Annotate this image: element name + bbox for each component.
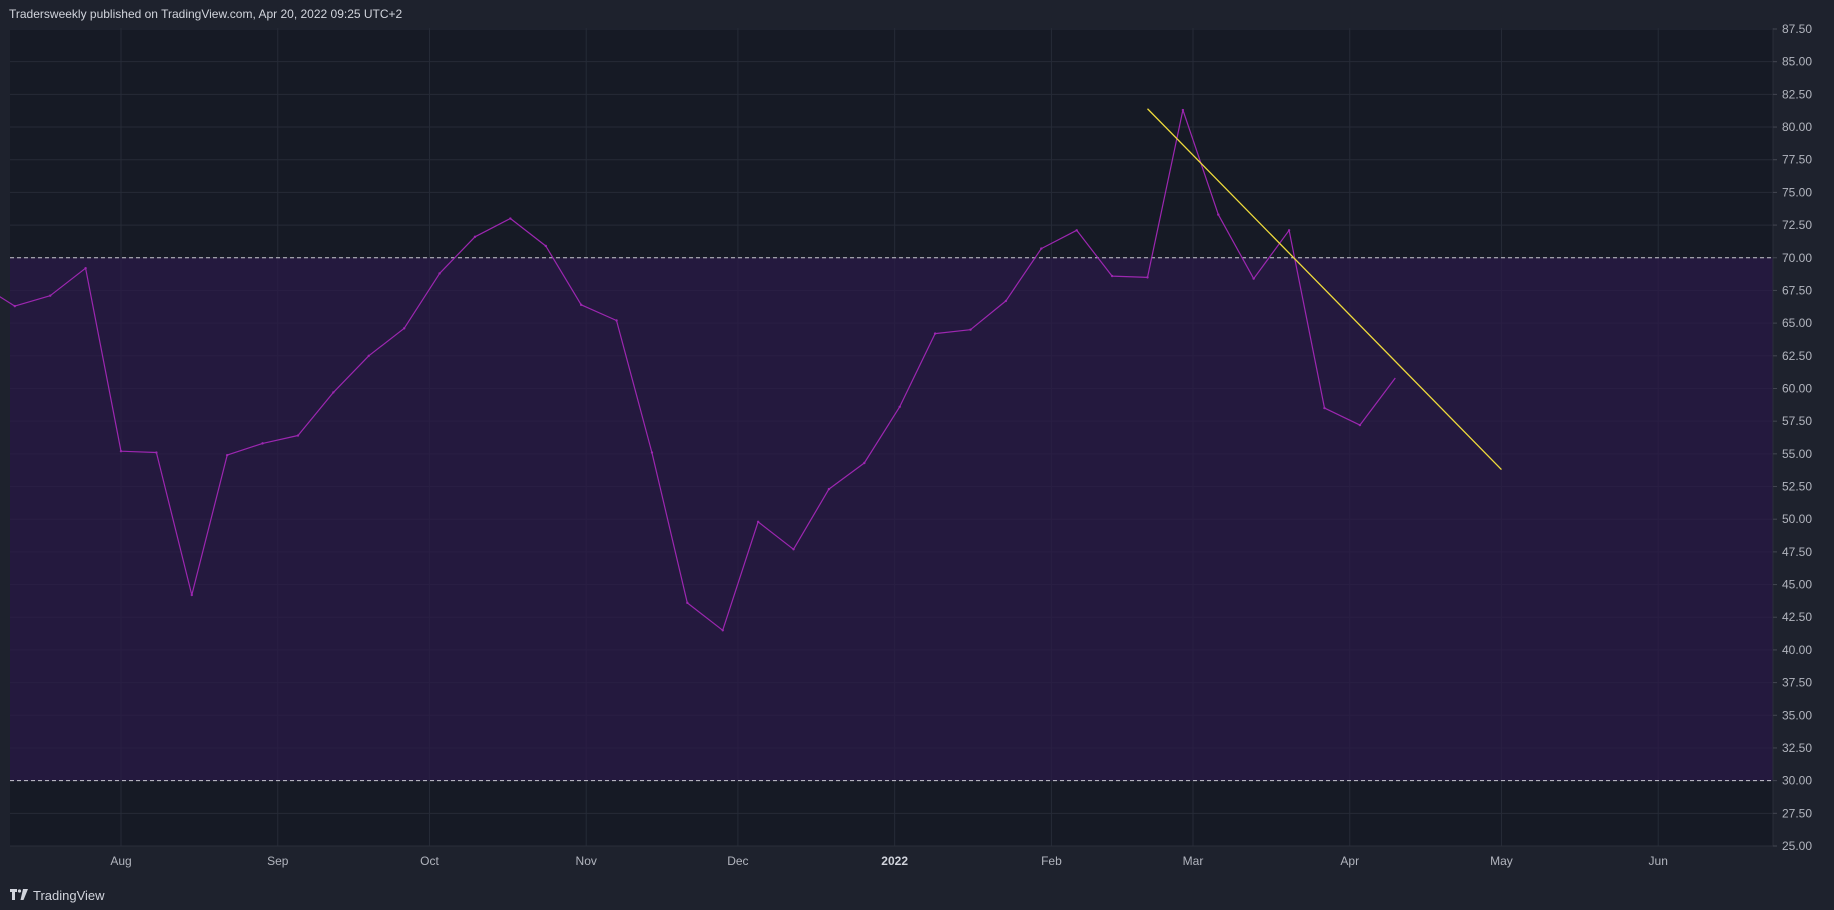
rsi-series xyxy=(0,108,1396,632)
trendline[interactable] xyxy=(1147,108,1502,470)
rsi-point xyxy=(438,272,441,275)
time-tick-label: Apr xyxy=(1340,854,1359,868)
price-tick-label: 85.00 xyxy=(1782,55,1812,69)
rsi-point xyxy=(898,405,901,408)
rsi-point xyxy=(49,294,52,297)
time-tick-label: Sep xyxy=(267,854,289,868)
price-tick-label: 27.50 xyxy=(1782,806,1812,820)
brand-name: TradingView xyxy=(33,887,105,903)
rsi-point xyxy=(509,217,512,220)
rsi-point xyxy=(296,434,300,437)
time-tick-label: Mar xyxy=(1183,854,1204,868)
price-tick-label: 52.50 xyxy=(1782,480,1812,494)
time-tick-label: 2022 xyxy=(881,854,908,868)
time-tick-label: Feb xyxy=(1041,854,1062,868)
price-tick-label: 35.00 xyxy=(1782,708,1812,722)
overbought-oversold-band xyxy=(10,257,1773,781)
rsi-point xyxy=(1146,276,1149,279)
rsi-point xyxy=(155,451,158,454)
time-tick-label: Dec xyxy=(727,854,748,868)
rsi-point xyxy=(190,593,193,597)
price-tick-label: 25.00 xyxy=(1782,839,1812,853)
price-tick-label: 37.50 xyxy=(1782,676,1812,690)
price-tick-label: 87.50 xyxy=(1782,22,1812,36)
footer-bar: TradingView xyxy=(0,880,1834,910)
publish-info: Tradersweekly published on TradingView.c… xyxy=(9,7,403,21)
rsi-point xyxy=(332,391,335,394)
tradingview-logo[interactable]: TradingView xyxy=(10,888,105,903)
price-tick-label: 72.50 xyxy=(1782,218,1812,232)
rsi-point xyxy=(544,244,547,248)
rsi-point xyxy=(261,442,264,445)
rsi-point xyxy=(969,328,972,331)
rsi-point xyxy=(1004,299,1008,303)
rsi-point xyxy=(119,450,123,453)
rsi-line-segment xyxy=(1359,377,1396,426)
price-tick-label: 75.00 xyxy=(1782,185,1812,199)
tradingview-logo-icon xyxy=(10,889,28,900)
price-scale[interactable]: 25.00 27.50 30.00 32.50 35.00 37.50 40.00 42.50… xyxy=(1773,22,1812,853)
price-tick-label: 50.00 xyxy=(1782,512,1812,526)
rsi-point xyxy=(225,453,229,457)
price-tick-label: 57.50 xyxy=(1782,414,1812,428)
rsi-point xyxy=(84,267,87,270)
rsi-point xyxy=(686,601,689,605)
time-tick-label: Aug xyxy=(110,854,131,868)
rsi-point xyxy=(1287,229,1291,232)
rsi-point xyxy=(367,354,370,357)
time-tick-label: May xyxy=(1490,854,1513,868)
rsi-point xyxy=(1252,277,1255,280)
price-tick-label: 30.00 xyxy=(1782,774,1812,788)
rsi-point xyxy=(1358,423,1362,427)
price-tick-label: 42.50 xyxy=(1782,610,1812,624)
time-tick-label: Oct xyxy=(420,854,439,868)
price-tick-label: 45.00 xyxy=(1782,578,1812,592)
price-tick-label: 55.00 xyxy=(1782,447,1812,461)
rsi-point xyxy=(756,520,760,524)
rsi-point xyxy=(863,461,866,465)
price-tick-label: 32.50 xyxy=(1782,741,1812,755)
price-tick-label: 62.50 xyxy=(1782,349,1812,363)
rsi-point xyxy=(721,629,724,632)
rsi-point xyxy=(792,548,795,551)
rsi-point xyxy=(1217,213,1220,216)
time-scale[interactable]: Aug Sep Oct Nov Dec 2022 Feb Mar Apr May Jun xyxy=(110,854,1668,868)
rsi-point xyxy=(579,303,583,307)
rsi-point xyxy=(933,332,937,335)
rsi-point xyxy=(650,451,654,454)
rsi-point xyxy=(402,327,406,330)
rsi-point xyxy=(13,304,17,308)
price-tick-label: 47.50 xyxy=(1782,545,1812,559)
rsi-line-segment xyxy=(0,296,16,307)
rsi-point xyxy=(1040,247,1043,250)
price-tick-label: 67.50 xyxy=(1782,283,1812,297)
rsi-point xyxy=(615,319,618,322)
price-tick-label: 60.00 xyxy=(1782,381,1812,395)
time-tick-label: Nov xyxy=(576,854,597,868)
price-tick-label: 40.00 xyxy=(1782,643,1812,657)
price-tick-label: 82.50 xyxy=(1782,87,1812,101)
price-tick-label: 80.00 xyxy=(1782,120,1812,134)
rsi-point xyxy=(473,235,477,239)
price-tick-label: 77.50 xyxy=(1782,153,1812,167)
rsi-point xyxy=(827,487,831,491)
rsi-point xyxy=(1110,274,1114,278)
rsi-point xyxy=(1075,229,1078,232)
price-tick-label: 70.00 xyxy=(1782,251,1812,265)
publish-header: Tradersweekly published on TradingView.c… xyxy=(0,0,1834,28)
price-tick-label: 65.00 xyxy=(1782,316,1812,330)
time-tick-label: Jun xyxy=(1649,854,1668,868)
rsi-point xyxy=(1323,406,1326,410)
rsi-point xyxy=(1181,108,1185,112)
